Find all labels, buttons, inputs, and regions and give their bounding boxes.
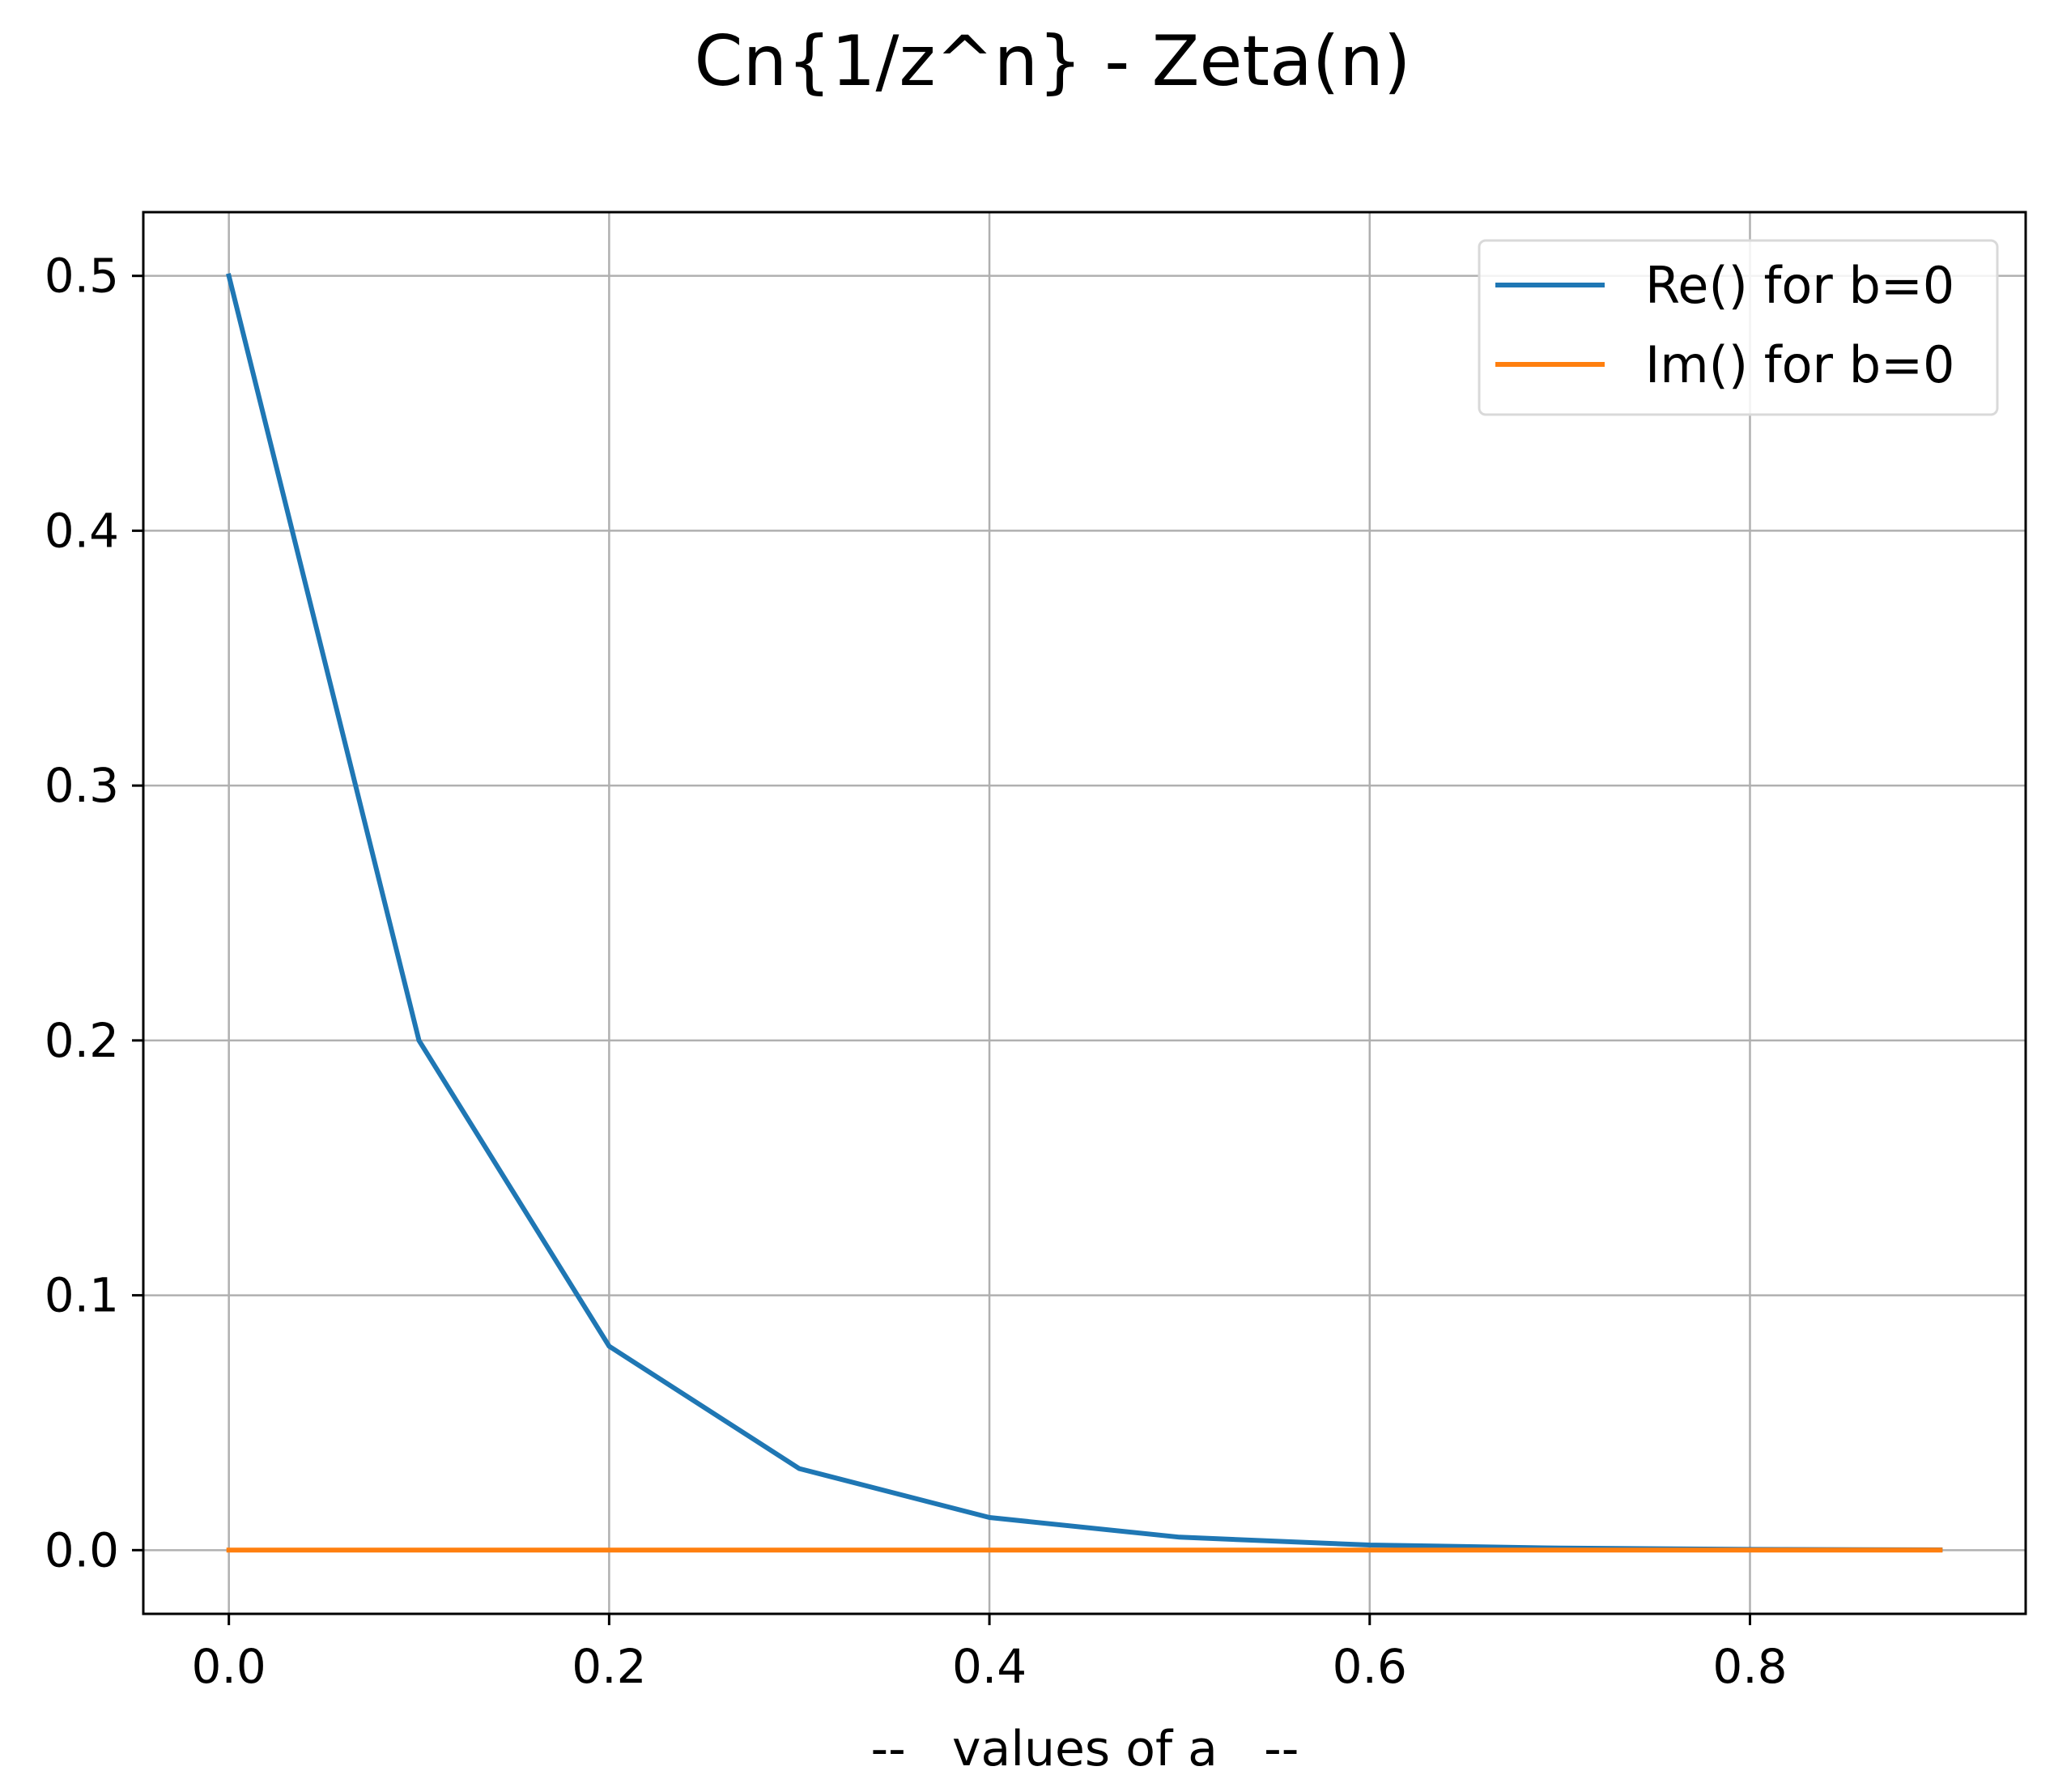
x-tick-label: 0.2 <box>572 1639 646 1694</box>
grid-layer <box>143 212 2026 1614</box>
ticks-layer: 0.0 0.2 0.4 0.6 0.8 0.0 0.1 0.2 0.3 0.4 0.5 <box>45 249 1788 1694</box>
legend-box <box>1478 239 1999 416</box>
x-tick-label: 0.4 <box>952 1639 1027 1694</box>
x-axis-label: -- values of a -- <box>871 1721 1299 1777</box>
y-tick-label: 0.2 <box>45 1013 119 1068</box>
y-tick-label: 0.1 <box>45 1268 119 1323</box>
x-tick-label: 0.8 <box>1712 1639 1787 1694</box>
y-tick-label: 0.5 <box>45 249 119 304</box>
y-tick-label: 0.4 <box>45 503 119 558</box>
series-line-0 <box>226 273 1943 1553</box>
plot-frame <box>142 211 2027 1615</box>
y-tick-label: 0.0 <box>45 1522 119 1577</box>
x-tick-label: 0.0 <box>192 1639 266 1694</box>
x-tick-label: 0.6 <box>1333 1639 1407 1694</box>
legend-label: Im() for b=0 <box>1645 335 1954 394</box>
chart-title: Cn{1/z^n} - Zeta(n) <box>695 21 1411 102</box>
series-layer <box>226 273 1943 1553</box>
legend: Re() for b=0 Im() for b=0 <box>1478 239 1999 416</box>
y-tick-label: 0.3 <box>45 758 119 813</box>
legend-label: Re() for b=0 <box>1645 256 1954 315</box>
